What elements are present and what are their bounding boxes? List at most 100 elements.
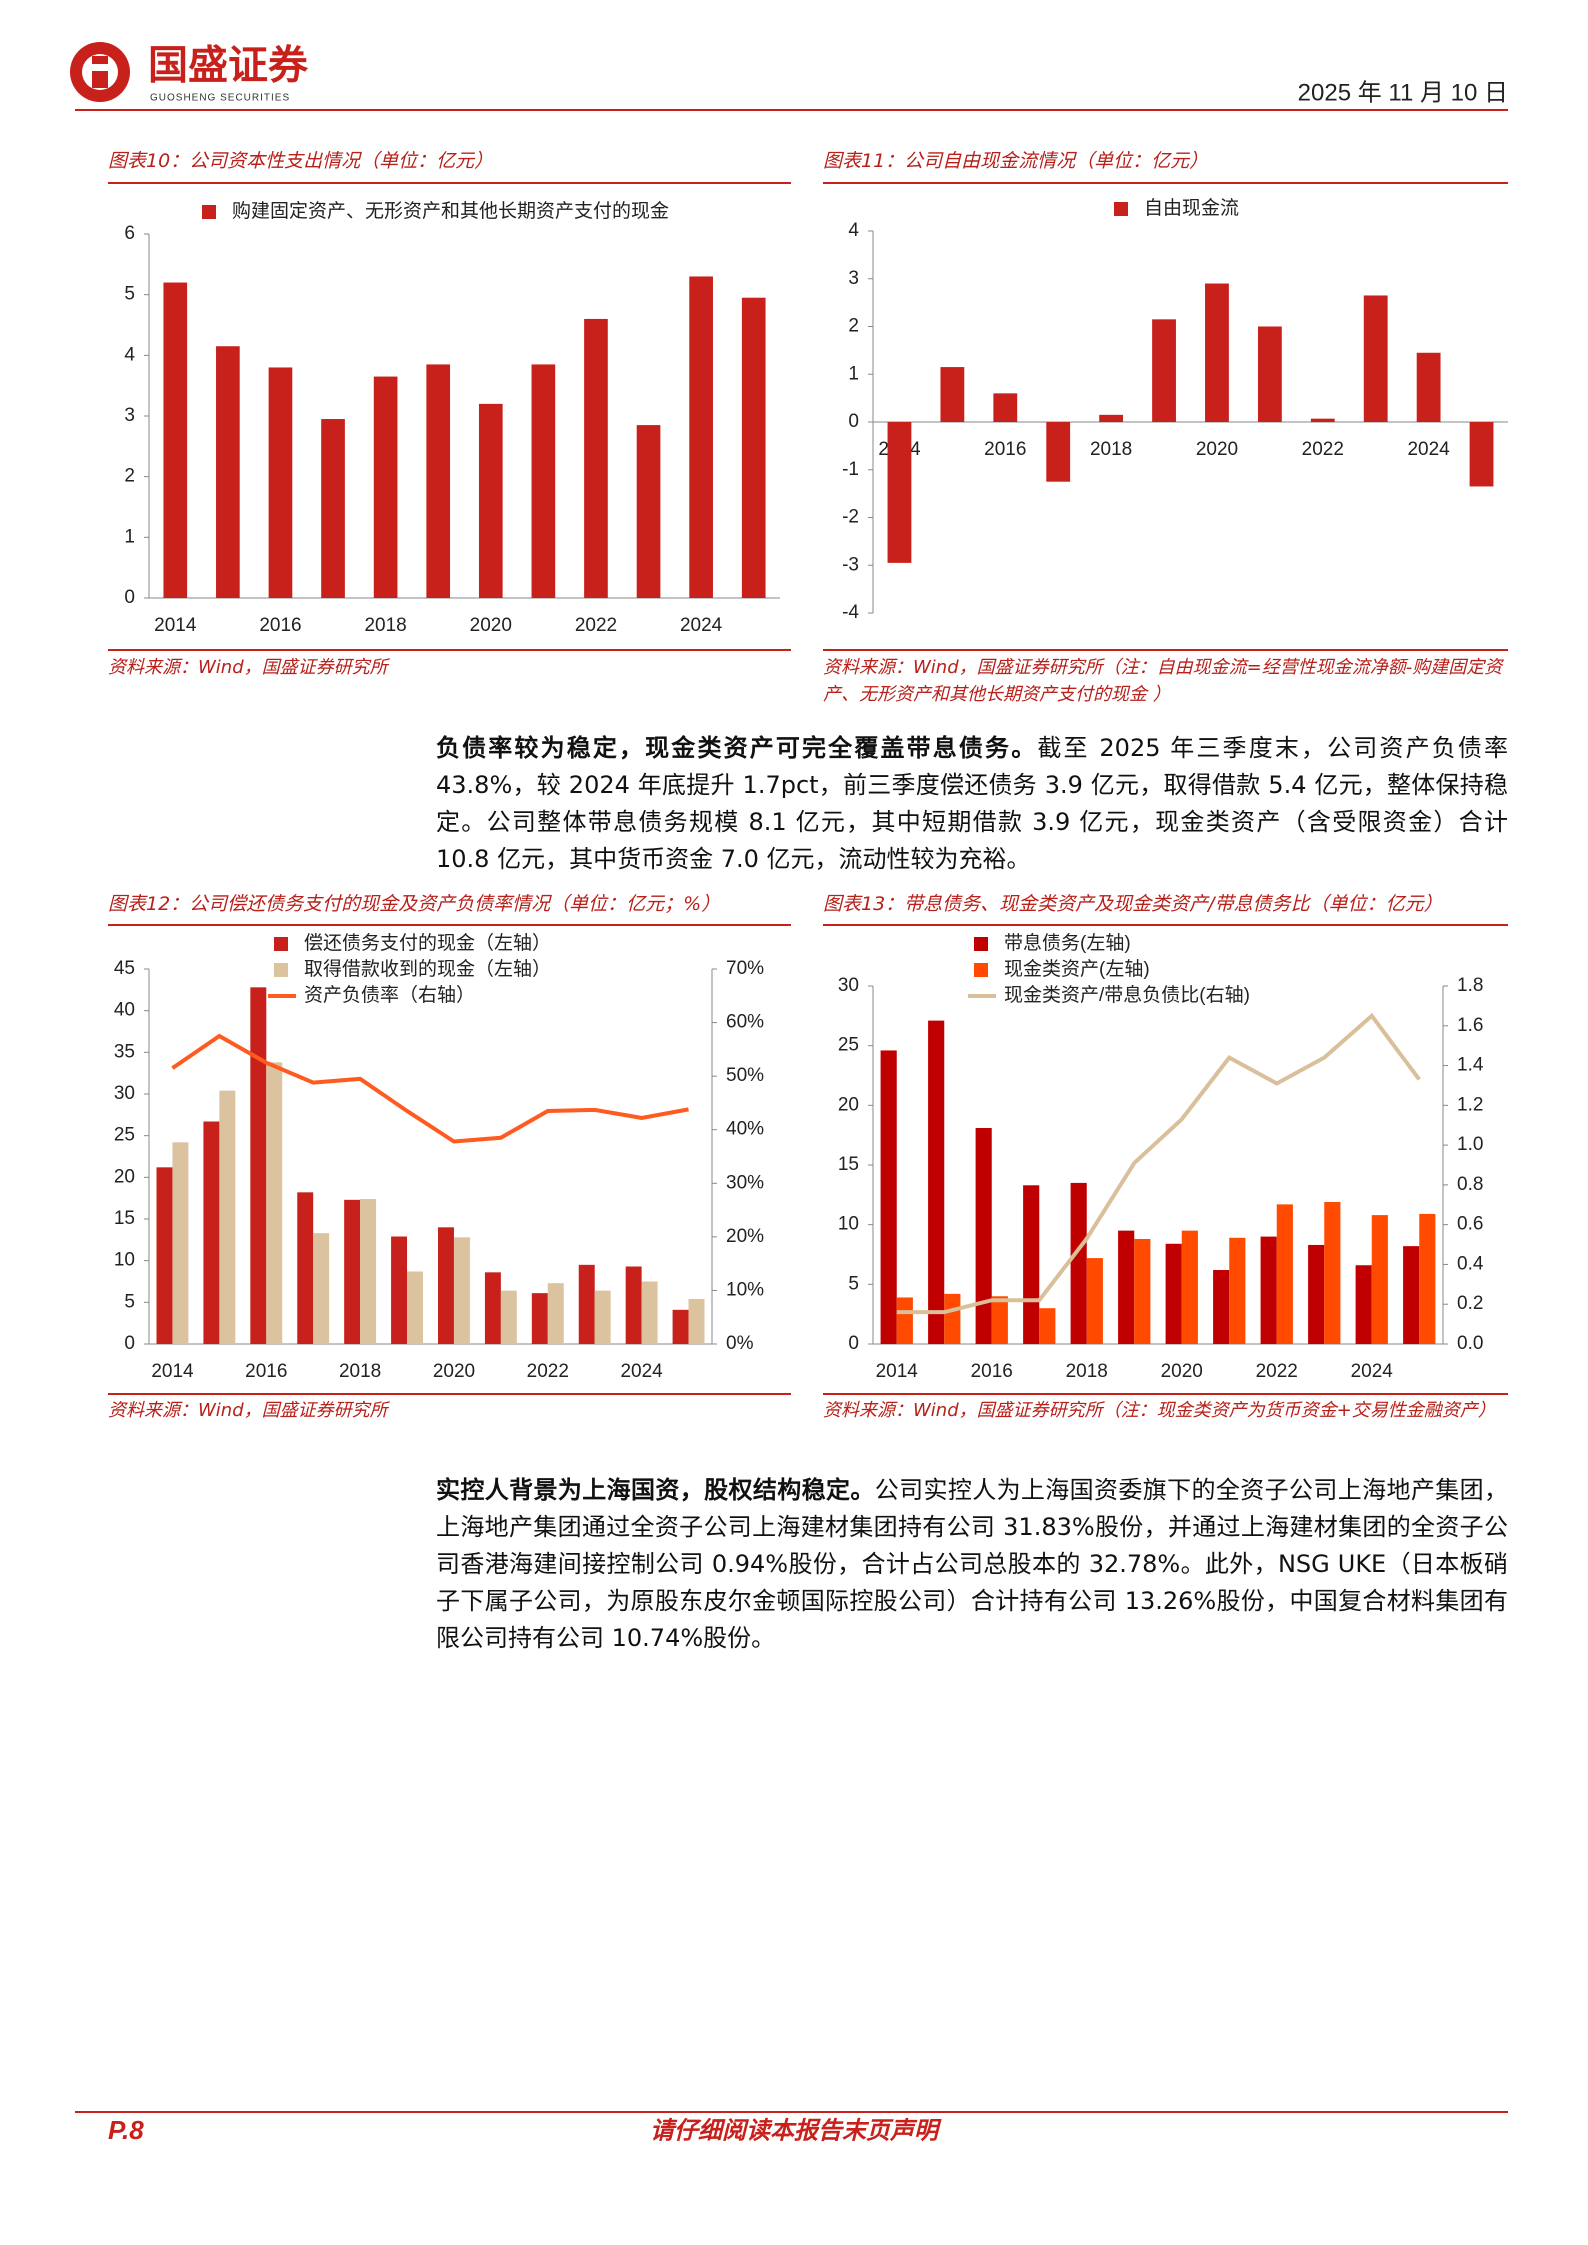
y2-tick-label: 60%	[726, 1012, 764, 1033]
bar	[1165, 1243, 1182, 1344]
bar	[928, 1020, 945, 1344]
chart-source: 资料来源：Wind，国盛证券研究所	[108, 657, 388, 678]
bar	[478, 403, 503, 598]
bar	[1324, 1201, 1341, 1344]
x-tick-label: 2024	[1351, 1361, 1394, 1382]
x-tick-label: 2022	[1302, 439, 1344, 460]
bar	[266, 1062, 283, 1344]
bar	[940, 367, 965, 422]
y-tick-label: 0	[124, 587, 135, 608]
bar	[1205, 283, 1229, 422]
y-tick-label: 35	[114, 1041, 135, 1062]
bar	[689, 276, 713, 598]
bar	[975, 1128, 992, 1344]
bar	[219, 1090, 236, 1344]
chart-source: 资料来源：Wind，国盛证券研究所（注：自由现金流=经营性现金流净额-购建固定资…	[823, 657, 1503, 705]
y-tick-label: 5	[848, 1273, 859, 1294]
bar	[1118, 1230, 1135, 1344]
bar	[313, 1233, 330, 1344]
y2-tick-label: 0.8	[1457, 1174, 1483, 1195]
bar	[1086, 1258, 1103, 1344]
legend-label: 现金类资产(左轴)	[1004, 958, 1150, 980]
x-tick-label: 2020	[1161, 1361, 1203, 1382]
bar	[344, 1199, 361, 1344]
bar	[1213, 1270, 1230, 1344]
x-tick-label: 2014	[876, 1361, 919, 1382]
bar	[373, 376, 398, 598]
x-tick-label: 2024	[620, 1361, 663, 1382]
company-en: GUOSHENG SECURITIES	[150, 93, 290, 104]
bar	[297, 1192, 314, 1344]
bar	[688, 1299, 705, 1344]
y-tick-label: 3	[124, 405, 135, 426]
y-tick-label: 3	[848, 268, 859, 289]
bar	[360, 1199, 377, 1344]
report-date: 2025 年 11 月 10 日	[1298, 79, 1508, 106]
bar	[1469, 422, 1494, 487]
legend-label: 偿还债务支付的现金（左轴）	[304, 932, 551, 954]
x-tick-label: 2016	[245, 1361, 287, 1382]
company-name: 国盛证券	[148, 44, 309, 88]
legend-key	[274, 937, 288, 951]
y-tick-label: 20	[838, 1094, 859, 1115]
y2-tick-label: 50%	[726, 1065, 764, 1086]
x-tick-label: 2018	[1066, 1361, 1108, 1382]
legend-key	[974, 937, 988, 951]
bar	[484, 1272, 501, 1344]
y-tick-label: 1	[124, 526, 135, 547]
y2-tick-label: 0.2	[1457, 1293, 1483, 1314]
bar	[250, 987, 267, 1344]
bar	[1152, 319, 1176, 422]
x-tick-label: 2014	[151, 1361, 194, 1382]
paragraph-lead: 实控人背景为上海国资，股权结构稳定。	[436, 1476, 875, 1504]
y-tick-label: 0	[124, 1333, 135, 1354]
y-tick-label: 10	[114, 1250, 135, 1271]
bar	[1181, 1230, 1198, 1344]
x-tick-label: 2018	[364, 615, 406, 636]
legend-key	[1114, 202, 1128, 216]
y2-tick-label: 40%	[726, 1119, 764, 1140]
x-tick-label: 2020	[470, 615, 512, 636]
x-tick-label: 2020	[1196, 439, 1238, 460]
bar	[1023, 1185, 1040, 1344]
legend-key	[274, 963, 288, 977]
x-tick-label: 2020	[433, 1361, 475, 1382]
y-tick-label: 5	[124, 284, 135, 305]
y-tick-label: 0	[848, 411, 859, 432]
chart-source: 资料来源：Wind，国盛证券研究所	[108, 1400, 388, 1421]
paragraph-text: 截至 2025 年三季度末，公司资产负债率 43.8%，较 2024 年底提升 …	[436, 734, 1508, 873]
bar	[1257, 326, 1282, 422]
bar	[163, 282, 188, 598]
bar	[887, 422, 912, 563]
paragraph-text: 公司实控人为上海国资委旗下的全资子公司上海地产集团，上海地产集团通过全资子公司上…	[436, 1476, 1509, 1652]
y-tick-label: 2	[848, 316, 859, 337]
y-tick-label: 5	[124, 1291, 135, 1312]
legend-label: 购建固定资产、无形资产和其他长期资产支付的现金	[232, 200, 669, 222]
bar	[896, 1297, 913, 1344]
y-tick-label: -1	[842, 459, 859, 480]
x-tick-label: 2018	[1090, 439, 1132, 460]
logo	[70, 42, 130, 102]
y-tick-label: 1	[848, 363, 859, 384]
bar	[1371, 1215, 1388, 1344]
y2-tick-label: 1.0	[1457, 1134, 1483, 1155]
x-tick-label: 2016	[984, 439, 1026, 460]
y-tick-label: -3	[842, 554, 859, 575]
paragraph-lead: 负债率较为稳定，现金类资产可完全覆盖带息债务。	[436, 734, 1038, 762]
bar	[531, 1293, 548, 1344]
bar	[1099, 414, 1124, 422]
line-series	[171, 1033, 689, 1144]
bar	[407, 1271, 423, 1344]
legend-label: 带息债务(左轴)	[1004, 932, 1131, 954]
legend-label: 资产负债率（右轴）	[304, 984, 475, 1006]
y-tick-label: 10	[838, 1214, 859, 1235]
y2-tick-label: 10%	[726, 1279, 764, 1300]
y2-tick-label: 70%	[726, 958, 764, 979]
y2-tick-label: 1.2	[1457, 1094, 1483, 1115]
bar	[216, 346, 240, 598]
bar	[453, 1237, 470, 1344]
chart-title: 图表13：带息债务、现金类资产及现金类资产/带息债务比（单位：亿元）	[823, 893, 1443, 915]
y-tick-label: 0	[848, 1333, 859, 1354]
x-tick-label: 2014	[154, 615, 197, 636]
